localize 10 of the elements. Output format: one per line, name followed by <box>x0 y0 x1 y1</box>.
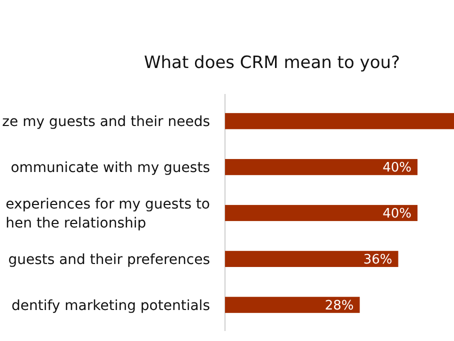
data-label: 40% <box>382 160 412 176</box>
chart-title: What does CRM mean to you? <box>144 53 400 73</box>
data-label: 36% <box>363 252 392 268</box>
data-label: 28% <box>324 298 354 314</box>
data-label: 40% <box>382 206 412 222</box>
y-tick-label: ze my guests and their needs <box>2 114 210 130</box>
y-tick-label: experiences for my guests to hen the relationship <box>6 196 210 232</box>
y-tick-label: ommunicate with my guests <box>10 160 210 176</box>
y-tick-label: guests and their preferences <box>8 252 210 268</box>
y-tick-label: dentify marketing potentials <box>11 298 210 314</box>
